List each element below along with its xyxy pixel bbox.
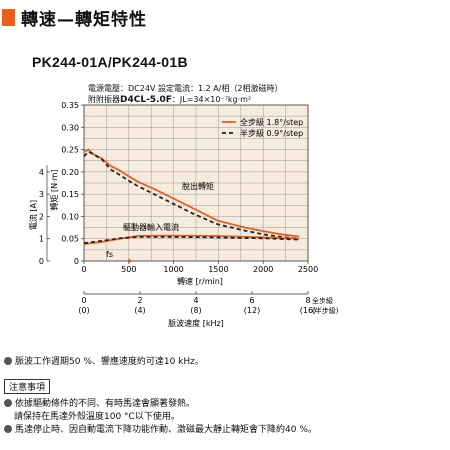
pulse-half-step-label: (半步級) [312,306,339,315]
note-heat: 依據驅動條件的不同、有時馬達會顯著發熱。 [4,396,195,409]
series-line [83,235,300,245]
y-tick-label: 0.25 [61,146,79,155]
condition-suffix: ：JL=34×10⁻⁷kg·m² [171,95,252,104]
x-tick-label: 2000 [253,265,273,274]
y-tick-label: 0.10 [61,212,79,221]
note-temp: 請保持在馬達外殼溫度100 °C以下使用。 [14,412,180,422]
x-tick-label: 2500 [298,265,318,274]
bullet-icon [4,425,12,433]
pulse-tick-full: 2 [137,296,142,305]
pulse-tick-half: (0) [78,306,89,315]
y-tick-label: 0.20 [61,168,79,177]
plot-frame [83,104,309,262]
current-tick-label: 0 [39,257,44,266]
y-tick-label: 0 [74,257,79,266]
series-line [127,258,132,263]
pulse-tick-full: 4 [193,296,198,305]
caution-title: 注意事項 [4,379,51,394]
bullet-icon [4,357,12,365]
current-tick-label: 2 [39,212,44,221]
torque-axis-label: 轉矩 [N·m] [49,169,59,210]
bullet-icon [4,399,12,407]
annotation-fs: fs [106,250,113,259]
model-name: PK244-01A/PK244-01B [32,54,188,70]
series-line [83,150,300,240]
current-tick-label: 4 [39,168,44,177]
note-duty: 脈波工作週期50 %、響應速度約可達10 kHz。 [4,354,204,367]
y-tick-label: 0.35 [61,101,79,110]
annotation-input-current: 驅動器輸入電流 [123,222,179,232]
y-tick-label: 0.05 [61,235,79,244]
x-axis-label: 轉速 [r/min] [177,276,223,286]
note-stop-text: 馬達停止時、因自動電流下降功能作動、激磁最大靜止轉矩會下降約40 %。 [15,425,317,435]
current-axis-label: 電流 [A] [28,200,38,230]
condition-line-2: 附附振器D4CL-5.0F：JL=34×10⁻⁷kg·m² [88,94,251,105]
x-tick-label: 0 [81,265,86,274]
x-tick-label: 500 [121,265,136,274]
pulse-tick-half: (8) [190,306,201,315]
note-heat-text: 依據驅動條件的不同、有時馬達會顯著發熱。 [15,399,196,409]
y-tick-label: 0.15 [61,190,79,199]
x-tick-label: 1000 [163,265,183,274]
note-stop: 馬達停止時、因自動電流下降功能作動、激磁最大靜止轉矩會下降約40 %。 [4,422,317,435]
note-duty-text: 脈波工作週期50 %、響應速度約可達10 kHz。 [15,357,204,367]
pulse-tick-full: 8 [305,296,310,305]
page-title: 轉速—轉矩特性 [21,9,147,30]
header-marker [2,8,15,26]
x-tick-label: 1500 [208,265,228,274]
pulse-tick-full: 0 [81,296,86,305]
pulse-axis-label: 脈波速度 [kHz] [168,318,224,328]
current-tick-label: 1 [39,235,44,244]
series-line [83,148,300,238]
legend-label: 半步級 0.9°/step [240,128,303,138]
current-tick-label: 3 [39,190,44,199]
y-tick-label: 0.30 [61,123,79,132]
pulse-tick-half: (16) [300,306,316,315]
legend-label: 全步級 1.8°/step [240,117,303,127]
pulse-tick-half: (12) [244,306,260,315]
condition-line-1: 電源電壓：DC24V 設定電流：1.2 A/相（2相激磁時） [88,84,283,93]
pulse-full-step-label: 全步級 [312,296,333,305]
pulse-tick-half: (4) [134,306,145,315]
page-header: 轉速—轉矩特性 [2,4,147,30]
pulse-tick-full: 6 [249,296,254,305]
condition-device: D4CL-5.0F [120,95,172,105]
condition-prefix: 附附振器 [88,95,120,104]
annotation-pullout-torque: 脫出轉矩 [182,181,214,191]
